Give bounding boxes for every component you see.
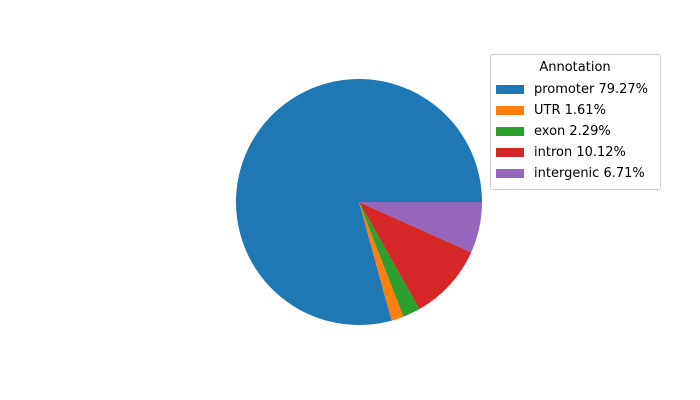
legend-patch-intergenic (496, 169, 524, 178)
legend: Annotation promoter 79.27% UTR 1.61% exo… (490, 54, 661, 190)
pie-slice-promoter (235, 79, 482, 326)
pie-wedges (235, 79, 482, 326)
pie-slice-intron (359, 202, 472, 310)
legend-label-exon: exon 2.29% (534, 124, 611, 139)
legend-title: Annotation (539, 60, 611, 75)
legend-patch-utr (496, 106, 524, 115)
legend-entry-promoter: promoter 79.27% (496, 79, 654, 100)
legend-entry-intergenic: intergenic 6.71% (496, 163, 654, 184)
legend-label-utr: UTR 1.61% (534, 103, 606, 118)
legend-patch-promoter (496, 85, 524, 94)
legend-label-intergenic: intergenic 6.71% (534, 166, 645, 181)
legend-entry-exon: exon 2.29% (496, 121, 654, 142)
legend-entry-intron: intron 10.12% (496, 142, 654, 163)
legend-patch-exon (496, 127, 524, 136)
legend-entry-utr: UTR 1.61% (496, 100, 654, 121)
pie-slice-intergenic (359, 202, 482, 253)
legend-patch-intron (496, 148, 524, 157)
legend-label-intron: intron 10.12% (534, 145, 626, 160)
pie-slice-exon (359, 202, 420, 317)
pie-slice-UTR (359, 202, 404, 321)
legend-label-promoter: promoter 79.27% (534, 82, 649, 97)
